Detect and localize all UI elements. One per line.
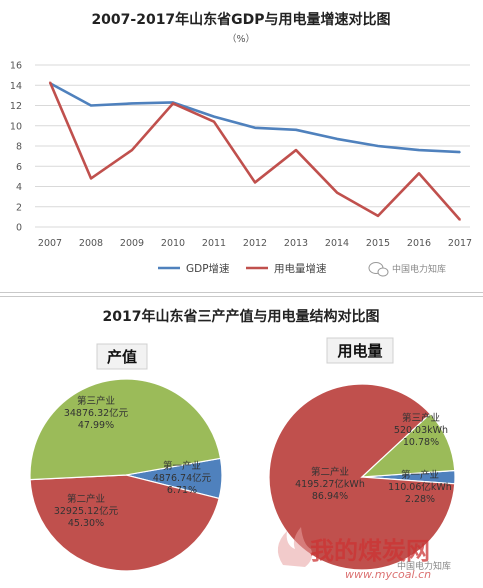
x-tick-label: 2011: [202, 238, 226, 249]
data-point: [459, 219, 461, 221]
slice-name-label: 第一产业: [401, 469, 439, 481]
x-tick-label: 2016: [407, 238, 431, 249]
x-tick-label: 2007: [38, 238, 62, 249]
data-point: [377, 215, 379, 217]
legend-label: GDP增速: [186, 262, 230, 275]
y-tick-label: 2: [16, 202, 22, 213]
slice-percent-label: 47.99%: [78, 420, 114, 431]
output-label-box: [96, 343, 148, 370]
pie-slice: [29, 378, 222, 481]
legend-label: 用电量增速: [274, 262, 327, 275]
y-tick-label: 10: [10, 121, 22, 132]
slice-percent-label: 2.28%: [405, 494, 435, 505]
data-point: [418, 149, 420, 151]
x-tick-label: 2015: [366, 238, 390, 249]
pie-charts: 2017年山东省三产产值与用电量结构对比图 产值 用电量 第一产业4876.74…: [29, 308, 456, 581]
mycoal-url: www.mycoal.cn: [345, 568, 431, 581]
x-tick-label: 2012: [243, 238, 267, 249]
y-tick-label: 14: [10, 81, 22, 92]
data-point: [131, 102, 133, 105]
wechat-logo-icon: [368, 262, 389, 277]
pie-chart-panel: 2017年山东省三产产值与用电量结构对比图 产值 用电量 第一产业 4876.74…: [0, 296, 483, 588]
data-point: [213, 115, 215, 118]
slice-name-label: 第二产业: [67, 493, 105, 505]
slice-name-label: 第三产业: [402, 412, 440, 424]
x-tick-label: 2014: [325, 238, 349, 249]
data-point: [90, 104, 92, 107]
power-pie-subtitle: 用电量: [337, 342, 382, 360]
mycoal-watermark: 我的煤炭网: [310, 537, 430, 565]
x-tick-label: 2009: [120, 238, 144, 249]
data-point: [49, 81, 51, 84]
data-point: [172, 102, 174, 105]
line-chart-title: 2007-2017年山东省GDP与用电量增速对比图: [91, 11, 390, 28]
pie-slice: [29, 474, 220, 572]
output-pie-subtitle: 产值: [107, 348, 137, 366]
x-tick-label: 2017: [448, 238, 472, 249]
x-tick-label: 2013: [284, 238, 308, 249]
mycoal-logo-icon: [277, 527, 313, 567]
slice-value-label: 4876.74亿元: [153, 472, 212, 484]
y-tick-label: 8: [16, 142, 22, 153]
data-point: [295, 149, 297, 151]
x-tick-label: 2010: [161, 238, 185, 249]
slice-name-label: 第三产业: [77, 395, 115, 407]
data-point: [459, 151, 461, 153]
slice-name-label: 第一产业: [163, 460, 201, 472]
slice-name-label: 第二产业: [311, 466, 349, 478]
slice-percent-label: 6.71%: [167, 485, 197, 496]
data-point: [377, 145, 379, 147]
slice-value-label: 520.03kWh: [394, 425, 448, 436]
data-point: [336, 191, 338, 194]
slice-percent-label: 45.30%: [68, 518, 104, 529]
line-chart-unit: （%）: [227, 33, 255, 45]
data-point: [295, 129, 297, 131]
bottom-watermark: 中国电力知库: [397, 560, 451, 572]
data-point: [254, 181, 256, 184]
y-tick-label: 0: [16, 223, 22, 234]
data-point: [90, 177, 92, 180]
data-point: [131, 149, 133, 151]
wechat-watermark: 中国电力知库: [392, 263, 446, 275]
series-line-gdp: [49, 82, 461, 154]
data-point: [336, 138, 338, 140]
y-tick-label: 4: [16, 182, 22, 193]
line-chart: 2007-2017年山东省GDP与用电量增速对比图 （%） 0 2 4 6 8 10 12 1…: [10, 11, 472, 277]
slice-percent-label: 10.78%: [403, 437, 439, 448]
y-tick-label: 16: [10, 61, 22, 72]
pie-slice: [360, 412, 456, 478]
slice-value-label: 110.06亿kWh: [388, 481, 452, 493]
power-label-box: [326, 337, 394, 364]
slice-value-label: 4195.27亿kWh: [295, 478, 365, 490]
pie-chart-title: 2017年山东省三产产值与用电量结构对比图: [103, 308, 380, 325]
slice-value-label: 32925.12亿元: [54, 505, 119, 517]
y-tick-label: 12: [10, 101, 22, 112]
line-chart-panel: 2007-2017年山东省GDP与用电量增速对比图 （%） 0 2 4 6 8 10 12 1…: [0, 0, 483, 293]
slice-value-label: 34876.32亿元: [64, 407, 129, 419]
slice-percent-label: 86.94%: [312, 491, 348, 502]
data-point: [418, 172, 420, 175]
data-point: [213, 120, 215, 123]
data-point: [254, 126, 256, 129]
x-tick-label: 2008: [79, 238, 103, 249]
series-line-power: [48, 81, 461, 221]
y-tick-label: 6: [16, 162, 22, 173]
